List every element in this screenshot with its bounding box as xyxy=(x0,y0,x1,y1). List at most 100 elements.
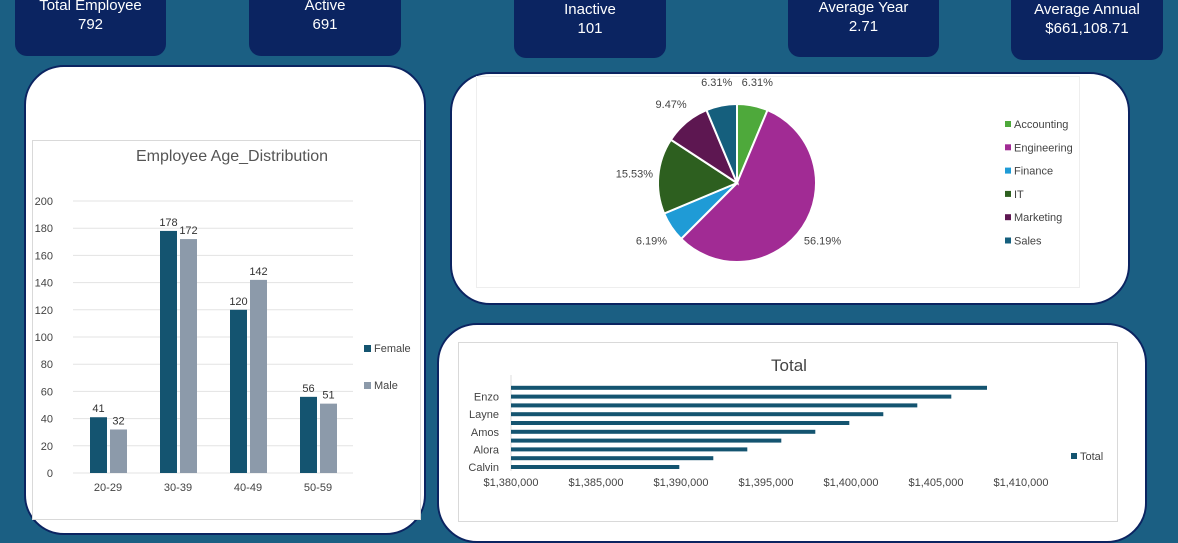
legend-label: Accounting xyxy=(1014,119,1068,131)
legend-swatch xyxy=(1005,214,1011,221)
legend-swatch xyxy=(1005,190,1011,197)
y-tick-label: 20 xyxy=(41,441,53,453)
kpi-label: Average Year xyxy=(818,0,909,16)
y-tick-label: Enzo xyxy=(474,392,499,404)
kpi-total-employee: Total Employee 792 xyxy=(15,0,166,56)
bar-total xyxy=(511,456,714,461)
bar-male xyxy=(110,429,127,473)
pie-slice-engineering xyxy=(679,108,817,263)
kpi-active: Active 691 xyxy=(249,0,401,56)
data-label: 41 xyxy=(92,403,104,415)
data-label: 51 xyxy=(322,390,334,402)
y-tick-label: 60 xyxy=(41,386,53,398)
y-tick-label: 0 xyxy=(47,468,53,480)
kpi-average-annual: Average Annual $661,108.71 xyxy=(1011,0,1163,60)
legend-label: Finance xyxy=(1014,166,1053,178)
bar-female xyxy=(230,309,247,473)
legend-label: Female xyxy=(374,343,411,355)
x-tick-label: 30-39 xyxy=(164,482,192,494)
bar-male xyxy=(250,279,267,473)
pie-slice-sales xyxy=(705,102,738,184)
bar-male xyxy=(180,239,197,473)
data-label: 32 xyxy=(112,415,124,427)
legend-swatch xyxy=(1005,121,1011,127)
pie-chart: 6.31% 56.19% 6.19% 15.53% 9.47% 6.31% Accounti… xyxy=(476,76,1080,288)
kpi-label: Average Annual xyxy=(1034,1,1140,18)
y-tick-label: Layne xyxy=(469,409,499,421)
y-tick-label: 40 xyxy=(41,414,53,426)
data-label: 142 xyxy=(249,266,267,278)
x-tick-label: $1,390,000 xyxy=(653,477,708,489)
legend-label: Total xyxy=(1080,451,1103,463)
bar-female xyxy=(90,417,107,473)
legend-label: Marketing xyxy=(1014,212,1062,224)
legend-label: Engineering xyxy=(1014,142,1073,154)
y-tick-label: 120 xyxy=(35,305,53,317)
kpi-inactive: Inactive 101 xyxy=(514,0,666,58)
bar-total xyxy=(511,412,884,417)
y-tick-label: Amos xyxy=(471,427,500,439)
bar-female xyxy=(160,230,177,473)
kpi-label: Active xyxy=(304,0,346,14)
data-label: 15.53% xyxy=(616,169,654,181)
kpi-value: 2.71 xyxy=(848,18,879,35)
kpi-label: Inactive xyxy=(564,1,616,18)
x-tick-label: 50-59 xyxy=(304,482,332,494)
y-tick-label: 100 xyxy=(35,332,53,344)
x-tick-label: $1,395,000 xyxy=(738,477,793,489)
legend-swatch xyxy=(1071,453,1077,459)
kpi-value: 101 xyxy=(577,20,603,37)
x-tick-label: $1,410,000 xyxy=(993,477,1048,489)
chart-title: Total xyxy=(771,356,807,375)
data-label: 120 xyxy=(229,296,247,308)
y-tick-label: Calvin xyxy=(468,462,499,474)
legend-swatch xyxy=(364,345,371,352)
bar-female xyxy=(300,396,317,473)
y-tick-label: 80 xyxy=(41,359,53,371)
y-tick-label: 200 xyxy=(35,196,53,208)
kpi-average-year: Average Year 2.71 xyxy=(788,0,939,57)
kpi-value: 792 xyxy=(77,16,104,33)
legend-label: IT xyxy=(1014,189,1024,201)
bar-total xyxy=(511,421,850,425)
x-tick-label: $1,380,000 xyxy=(483,477,538,489)
bar-total xyxy=(511,447,748,452)
bar-male xyxy=(320,403,337,473)
bar-total xyxy=(511,394,952,399)
legend-swatch xyxy=(1005,167,1011,174)
y-tick-label: 180 xyxy=(35,223,53,235)
data-label: 6.31% xyxy=(742,77,773,89)
x-tick-label: $1,385,000 xyxy=(568,477,623,489)
legend-swatch xyxy=(364,382,371,389)
bar-total xyxy=(511,429,816,434)
x-tick-label: 40-49 xyxy=(234,482,262,494)
data-label: 178 xyxy=(159,217,177,229)
data-label: 172 xyxy=(179,225,197,237)
data-label: 56.19% xyxy=(804,235,842,247)
age-chart: Employee Age_Distribution 0 20 40 60 80 100 120… xyxy=(32,140,421,520)
legend-label: Male xyxy=(374,380,398,392)
data-label: 6.31% xyxy=(701,77,732,89)
chart-title: Employee Age_Distribution xyxy=(136,148,328,165)
x-tick-label: $1,405,000 xyxy=(908,477,963,489)
bar-total xyxy=(511,385,987,390)
bar-total xyxy=(511,403,918,408)
salary-chart: Total Calvin Alora Amos Layne Enzo $1,380,000 $… xyxy=(458,342,1118,522)
bar-total xyxy=(511,465,680,469)
data-label: 6.19% xyxy=(636,235,667,247)
data-label: 56 xyxy=(302,383,314,395)
legend-label: Sales xyxy=(1014,236,1042,248)
kpi-value: $661,108.71 xyxy=(1045,20,1129,37)
x-tick-label: $1,400,000 xyxy=(823,477,878,489)
kpi-label: Total Employee xyxy=(39,0,142,14)
x-tick-label: 20-29 xyxy=(94,482,122,494)
bar-total xyxy=(511,438,782,443)
kpi-value: 691 xyxy=(312,16,338,33)
legend-swatch xyxy=(1005,144,1011,151)
data-label: 9.47% xyxy=(656,99,687,111)
y-tick-label: Alora xyxy=(473,444,500,456)
pie-slice-it xyxy=(657,138,740,215)
y-tick-label: 140 xyxy=(35,278,53,290)
y-tick-label: 160 xyxy=(35,250,53,262)
legend-swatch xyxy=(1005,237,1011,244)
